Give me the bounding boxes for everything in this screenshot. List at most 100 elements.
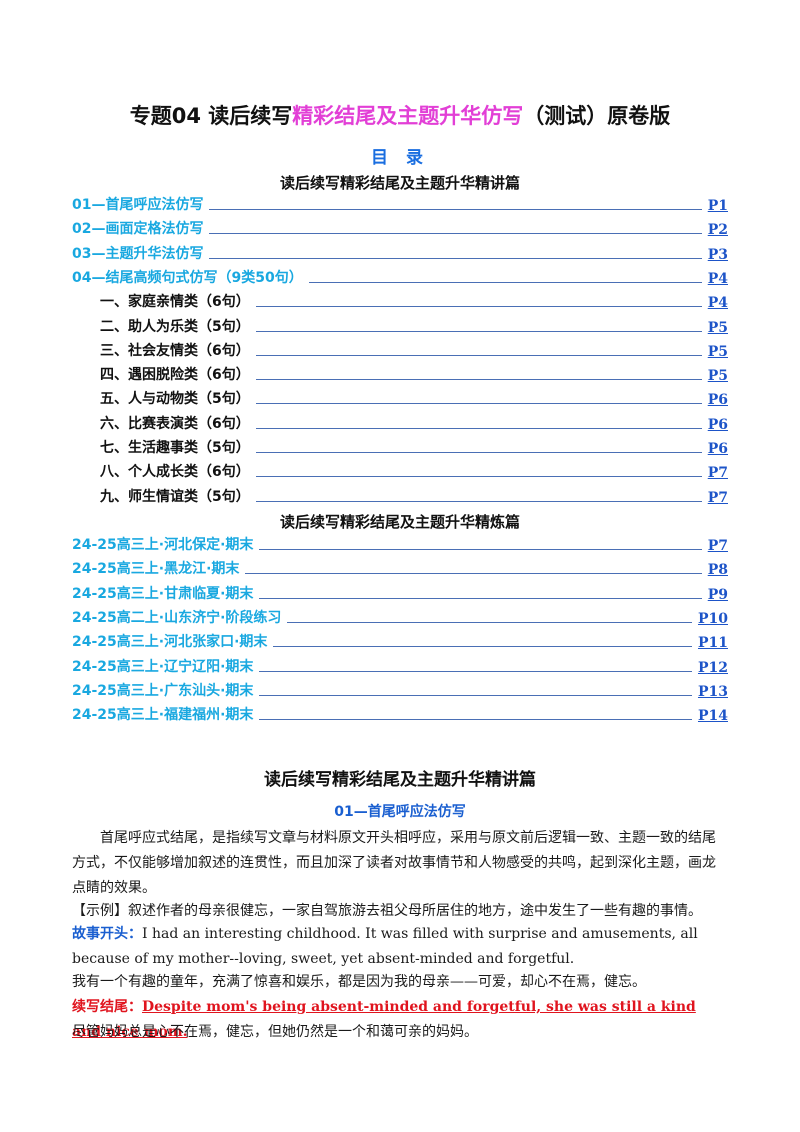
toc-leader-line (259, 718, 692, 721)
toc-page-link[interactable]: P14 (697, 708, 728, 725)
toc-entry-label[interactable]: 24-25高三上·黑龙江·期末 (72, 561, 240, 578)
ending-line: 续写结尾：Despite mom's being absent-minded a… (72, 995, 728, 1045)
document-title: 专题04 读后续写精彩结尾及主题升华仿写（测试）原卷版 (0, 100, 800, 130)
toc-leader-line (255, 475, 702, 478)
toc-section1-entry[interactable]: 五、人与动物类（5句） P6 (100, 384, 728, 408)
toc-page-link[interactable]: P3 (707, 246, 728, 263)
toc-entry-label[interactable]: 02—画面定格法仿写 (72, 221, 204, 238)
toc-entry-label[interactable]: 24-25高三上·辽宁辽阳·期末 (72, 658, 254, 675)
toc-page-link[interactable]: P7 (707, 465, 728, 482)
toc-section1-title: 读后续写精彩结尾及主题升华精讲篇 (279, 174, 520, 192)
ending-chinese: 尽管妈妈总是心不在焉，健忘，但她仍然是一个和蔼可亲的妈妈。 (72, 1024, 478, 1040)
toc-section1-entry[interactable]: 九、师生情谊类（5句） P7 (100, 482, 728, 506)
toc-entry-label[interactable]: 24-25高三上·河北张家口·期末 (72, 634, 268, 651)
toc-entry-label[interactable]: 24-25高三上·广东汕头·期末 (72, 682, 254, 699)
title-suffix: （测试）原卷版 (523, 104, 671, 128)
toc-leader-line (209, 232, 702, 235)
toc-leader-line (255, 451, 702, 453)
toc-entry-label[interactable]: 三、社会友情类（6句） (100, 342, 250, 359)
toc-section1-entry[interactable]: 01—首尾呼应法仿写 P1 (72, 190, 728, 214)
story-opening: 故事开头：I had an interesting childhood. It … (72, 922, 728, 972)
toc-entry-label[interactable]: 九、师生情谊类（5句） (100, 488, 250, 505)
toc-section2-entry[interactable]: 24-25高三上·辽宁辽阳·期末 P12 (72, 652, 728, 676)
toc-leader-line (255, 378, 702, 381)
toc-section1-entry[interactable]: 七、生活趣事类（5句） P6 (100, 433, 728, 457)
toc-leader-line (259, 597, 702, 599)
toc-page-link[interactable]: P6 (707, 416, 728, 433)
toc-leader-line (209, 208, 702, 210)
toc-entry-label[interactable]: 24-25高三上·福建福州·期末 (72, 707, 254, 724)
toc-leader-line (308, 281, 702, 283)
toc-page-link[interactable]: P7 (707, 538, 728, 554)
story-english: I had an interesting childhood. It was f… (72, 926, 698, 967)
toc-page-link[interactable]: P10 (697, 610, 728, 627)
toc-page-link[interactable]: P12 (697, 659, 728, 676)
toc-entry-label[interactable]: 二、助人为乐类（5句） (100, 318, 250, 335)
toc-section2-entry[interactable]: 24-25高三上·甘肃临夏·期末 P9 (72, 579, 728, 603)
toc-entry-label[interactable]: 一、家庭亲情类（6句） (100, 294, 250, 311)
toc-section1-entry[interactable]: 04—结尾高频句式仿写（9类50句） P4 (72, 263, 728, 287)
toc-section1-entry[interactable]: 02—画面定格法仿写 P2 (72, 214, 728, 238)
toc-entry-label[interactable]: 24-25高二上·山东济宁·阶段练习 (72, 609, 282, 626)
title-prefix: 专题04 读后续写 (129, 104, 293, 128)
toc-page-link[interactable]: P13 (697, 683, 728, 700)
ending-english: Despite mom's being absent-minded and fo… (72, 999, 696, 1040)
toc-page-link[interactable]: P6 (707, 392, 728, 409)
toc-page-link[interactable]: P5 (707, 319, 728, 336)
toc-leader-line (259, 548, 702, 550)
toc-section1-entry[interactable]: 03—主题升华法仿写 P3 (72, 239, 728, 263)
toc-section2-entry[interactable]: 24-25高三上·广东汕头·期末 P13 (72, 676, 728, 700)
toc-page-link[interactable]: P11 (697, 635, 728, 652)
toc-leader-line (255, 500, 702, 502)
toc-page-link[interactable]: P2 (707, 222, 728, 239)
story-chinese: 我有一个有趣的童年，充满了惊喜和娱乐，都是因为我的母亲——可爱，却心不在焉，健忘… (72, 974, 646, 990)
toc-section2-entry[interactable]: 24-25高三上·福建福州·期末 P14 (72, 700, 728, 724)
toc-entry-label[interactable]: 01—首尾呼应法仿写 (72, 197, 204, 213)
toc-leader-line (255, 330, 702, 332)
toc-section1-entry[interactable]: 八、个人成长类（6句） P7 (100, 457, 728, 481)
toc-section1-entry[interactable]: 一、家庭亲情类（6句） P4 (100, 287, 728, 311)
toc-section2-entry[interactable]: 24-25高二上·山东济宁·阶段练习 P10 (72, 603, 728, 627)
body-section-heading: 读后续写精彩结尾及主题升华精讲篇 (264, 770, 536, 790)
toc-leader-line (255, 427, 702, 429)
title-highlight: 精彩结尾及主题升华仿写 (292, 104, 524, 128)
example-paragraph: 【示例】叙述作者的母亲很健忘，一家自驾旅游去祖父母所居住的地方，途中发生了一些有… (72, 903, 702, 919)
toc-section2-entry[interactable]: 24-25高三上·河北保定·期末 P7 (72, 530, 728, 554)
toc-leader-line (245, 572, 702, 575)
body-subheading: 01—首尾呼应法仿写 (334, 804, 466, 820)
toc-leader-line (255, 402, 702, 405)
intro-paragraph: 首尾呼应式结尾，是指续写文章与材料原文开头相呼应，采用与原文前后逻辑一致、主题一… (72, 830, 716, 896)
toc-entry-label[interactable]: 04—结尾高频句式仿写（9类50句） (72, 269, 303, 286)
toc-section1-entry[interactable]: 四、遇困脱险类（6句） P5 (100, 360, 728, 384)
toc-entry-label[interactable]: 八、个人成长类（6句） (100, 464, 250, 481)
toc-heading: 目 录 (371, 148, 429, 168)
toc-page-link[interactable]: P5 (707, 343, 728, 360)
toc-entry-label[interactable]: 24-25高三上·河北保定·期末 (72, 537, 254, 553)
toc-section1-entry[interactable]: 六、比赛表演类（6句） P6 (100, 409, 728, 433)
toc-entry-label[interactable]: 五、人与动物类（5句） (100, 391, 250, 408)
toc-section2-entry[interactable]: 24-25高三上·河北张家口·期末 P11 (72, 627, 728, 651)
toc-page-link[interactable]: P4 (707, 295, 728, 312)
ending-label: 续写结尾： (72, 999, 142, 1015)
toc-entry-label[interactable]: 四、遇困脱险类（6句） (100, 367, 250, 384)
toc-section2-title: 读后续写精彩结尾及主题升华精炼篇 (279, 513, 520, 531)
toc-page-link[interactable]: P7 (707, 489, 728, 506)
toc-entry-label[interactable]: 七、生活趣事类（5句） (100, 440, 250, 456)
toc-entry-label[interactable]: 03—主题升华法仿写 (72, 245, 204, 262)
toc-section1-entry[interactable]: 二、助人为乐类（5句） P5 (100, 312, 728, 336)
toc-page-link[interactable]: P5 (707, 368, 728, 385)
toc-leader-line (255, 354, 702, 356)
toc-entry-label[interactable]: 24-25高三上·甘肃临夏·期末 (72, 585, 254, 602)
toc-entry-label[interactable]: 六、比赛表演类（6句） (100, 415, 250, 432)
toc-page-link[interactable]: P4 (707, 270, 728, 287)
toc-page-link[interactable]: P6 (707, 441, 728, 457)
toc-leader-line (273, 645, 692, 648)
toc-section1-entry[interactable]: 三、社会友情类（6句） P5 (100, 336, 728, 360)
toc-page-link[interactable]: P8 (707, 562, 728, 579)
toc-page-link[interactable]: P9 (707, 586, 728, 603)
toc-page-link[interactable]: P1 (707, 198, 728, 214)
toc-leader-line (287, 621, 692, 623)
toc-leader-line (255, 305, 702, 308)
toc-section2-entry[interactable]: 24-25高三上·黑龙江·期末 P8 (72, 554, 728, 578)
